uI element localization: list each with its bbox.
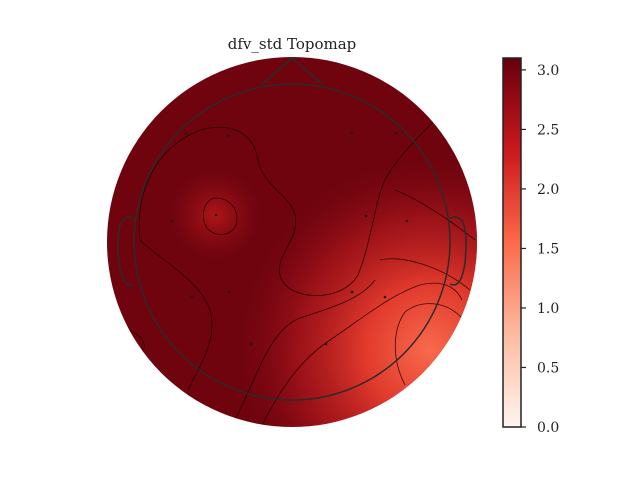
topomap-field (107, 57, 477, 427)
sensor-dot (324, 342, 328, 346)
contour-line (139, 239, 213, 391)
sensor-dot (184, 132, 188, 136)
sensor-dot (226, 134, 230, 138)
colorbar-tick-label: 3.0 (537, 63, 559, 79)
sensor-dot (383, 295, 387, 299)
colorbar-tick-label: 2.0 (537, 182, 559, 198)
sensor-dot (405, 219, 409, 223)
head-circle (133, 83, 451, 401)
contour-line (394, 189, 476, 241)
head-outline (117, 57, 467, 401)
contour-line (394, 303, 463, 386)
contour-line (379, 258, 471, 291)
colorbar-frame (502, 57, 522, 428)
left-ear (117, 216, 135, 286)
colorbar-tick-label: 2.5 (537, 122, 559, 138)
contour-line (234, 279, 376, 421)
colorbar-fill (503, 58, 521, 427)
contour-lines (129, 119, 476, 426)
sensor-dot (249, 342, 253, 346)
colorbar-tick-label: 1.5 (537, 241, 559, 257)
sensor-dot (214, 213, 218, 217)
sensor-dot (350, 290, 354, 294)
contour-line (138, 119, 436, 297)
colorbar: 0.0 0.5 1.0 1.5 2.0 2.5 3.0 (502, 57, 559, 436)
sensor-dot (364, 214, 368, 218)
sensor-dot (394, 131, 398, 135)
right-ear (449, 216, 467, 286)
sensor-dot (170, 219, 174, 223)
colorbar-tick-label: 0.0 (537, 420, 559, 436)
chart-title: dfv_std Topomap (228, 35, 357, 53)
nose (261, 57, 323, 85)
colorbar-tick-label: 0.5 (537, 360, 559, 376)
contour-line (202, 197, 238, 235)
sensor-dot (190, 295, 194, 299)
contour-line (261, 282, 463, 426)
sensor-dot (227, 290, 231, 294)
colorbar-tick-label: 1.0 (537, 301, 559, 317)
sensor-dot (350, 131, 354, 135)
colorbar-ticks: 0.0 0.5 1.0 1.5 2.0 2.5 3.0 (521, 63, 559, 436)
sensor-markers (170, 131, 409, 346)
